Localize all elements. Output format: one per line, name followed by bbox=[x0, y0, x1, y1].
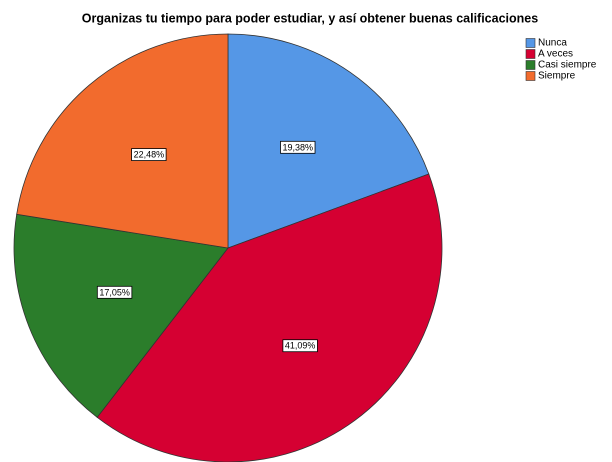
data-label: 17,05% bbox=[99, 287, 130, 297]
data-label-box bbox=[280, 140, 316, 154]
legend-label: Nunca bbox=[538, 38, 567, 49]
data-label: 22,48% bbox=[134, 150, 165, 160]
pie-slice bbox=[96, 173, 443, 462]
legend-swatch bbox=[525, 49, 536, 59]
legend-label: A veces bbox=[538, 49, 573, 60]
legend-swatch bbox=[525, 71, 536, 81]
chart-title: Organizas tu tiempo para poder estudiar,… bbox=[82, 11, 538, 25]
pie-slice bbox=[227, 33, 430, 249]
data-label-box bbox=[96, 285, 133, 299]
data-label: 19,38% bbox=[282, 142, 313, 152]
pie-slice bbox=[16, 33, 229, 249]
legend-swatch bbox=[525, 38, 536, 48]
data-label: 41,09% bbox=[285, 341, 316, 351]
legend-label: Siempre bbox=[538, 71, 576, 82]
legend-swatch bbox=[525, 60, 536, 70]
data-label-box bbox=[131, 148, 167, 161]
legend-label: Casi siempre bbox=[538, 60, 597, 71]
pie-slice bbox=[13, 213, 229, 418]
data-label-box bbox=[282, 339, 318, 353]
